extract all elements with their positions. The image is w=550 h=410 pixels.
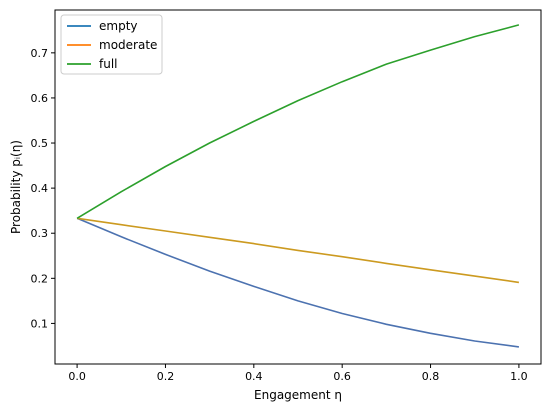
y-tick-label: 0.6 (31, 92, 49, 105)
legend: empty moderate full (60, 14, 163, 75)
series-line-empty (76, 217, 520, 348)
y-tick-label: 0.7 (31, 47, 49, 60)
y-tick-label: 0.5 (31, 137, 49, 150)
x-tick-label: 0.8 (422, 370, 440, 383)
axes: 0.0 0.2 0.4 0.6 0.8 1.0 0.1 0.2 0.3 0.4 0.5 0.6 0.7 (31, 9, 542, 383)
legend-label-full: full (99, 57, 118, 71)
legend-label-moderate: moderate (99, 38, 157, 52)
y-tick-label: 0.4 (31, 182, 49, 195)
x-tick-label: 0.0 (68, 370, 86, 383)
legend-box (60, 14, 163, 75)
series-line-moderate (76, 217, 520, 284)
x-tick-label: 0.6 (333, 370, 351, 383)
x-axis-label: Engagement η (254, 388, 342, 402)
y-tick-label: 0.1 (31, 317, 49, 330)
axes-frame (54, 9, 542, 365)
x-tick-label: 0.2 (157, 370, 175, 383)
x-tick-label: 0.4 (245, 370, 263, 383)
y-tick-label: 0.2 (31, 272, 49, 285)
legend-label-empty: empty (99, 19, 138, 33)
y-tick-label: 0.3 (31, 227, 49, 240)
series-line-full (76, 24, 520, 219)
y-axis-label: Probability pᵢ(η) (9, 140, 23, 234)
plot-area (76, 24, 520, 348)
x-tick-label: 1.0 (510, 370, 528, 383)
